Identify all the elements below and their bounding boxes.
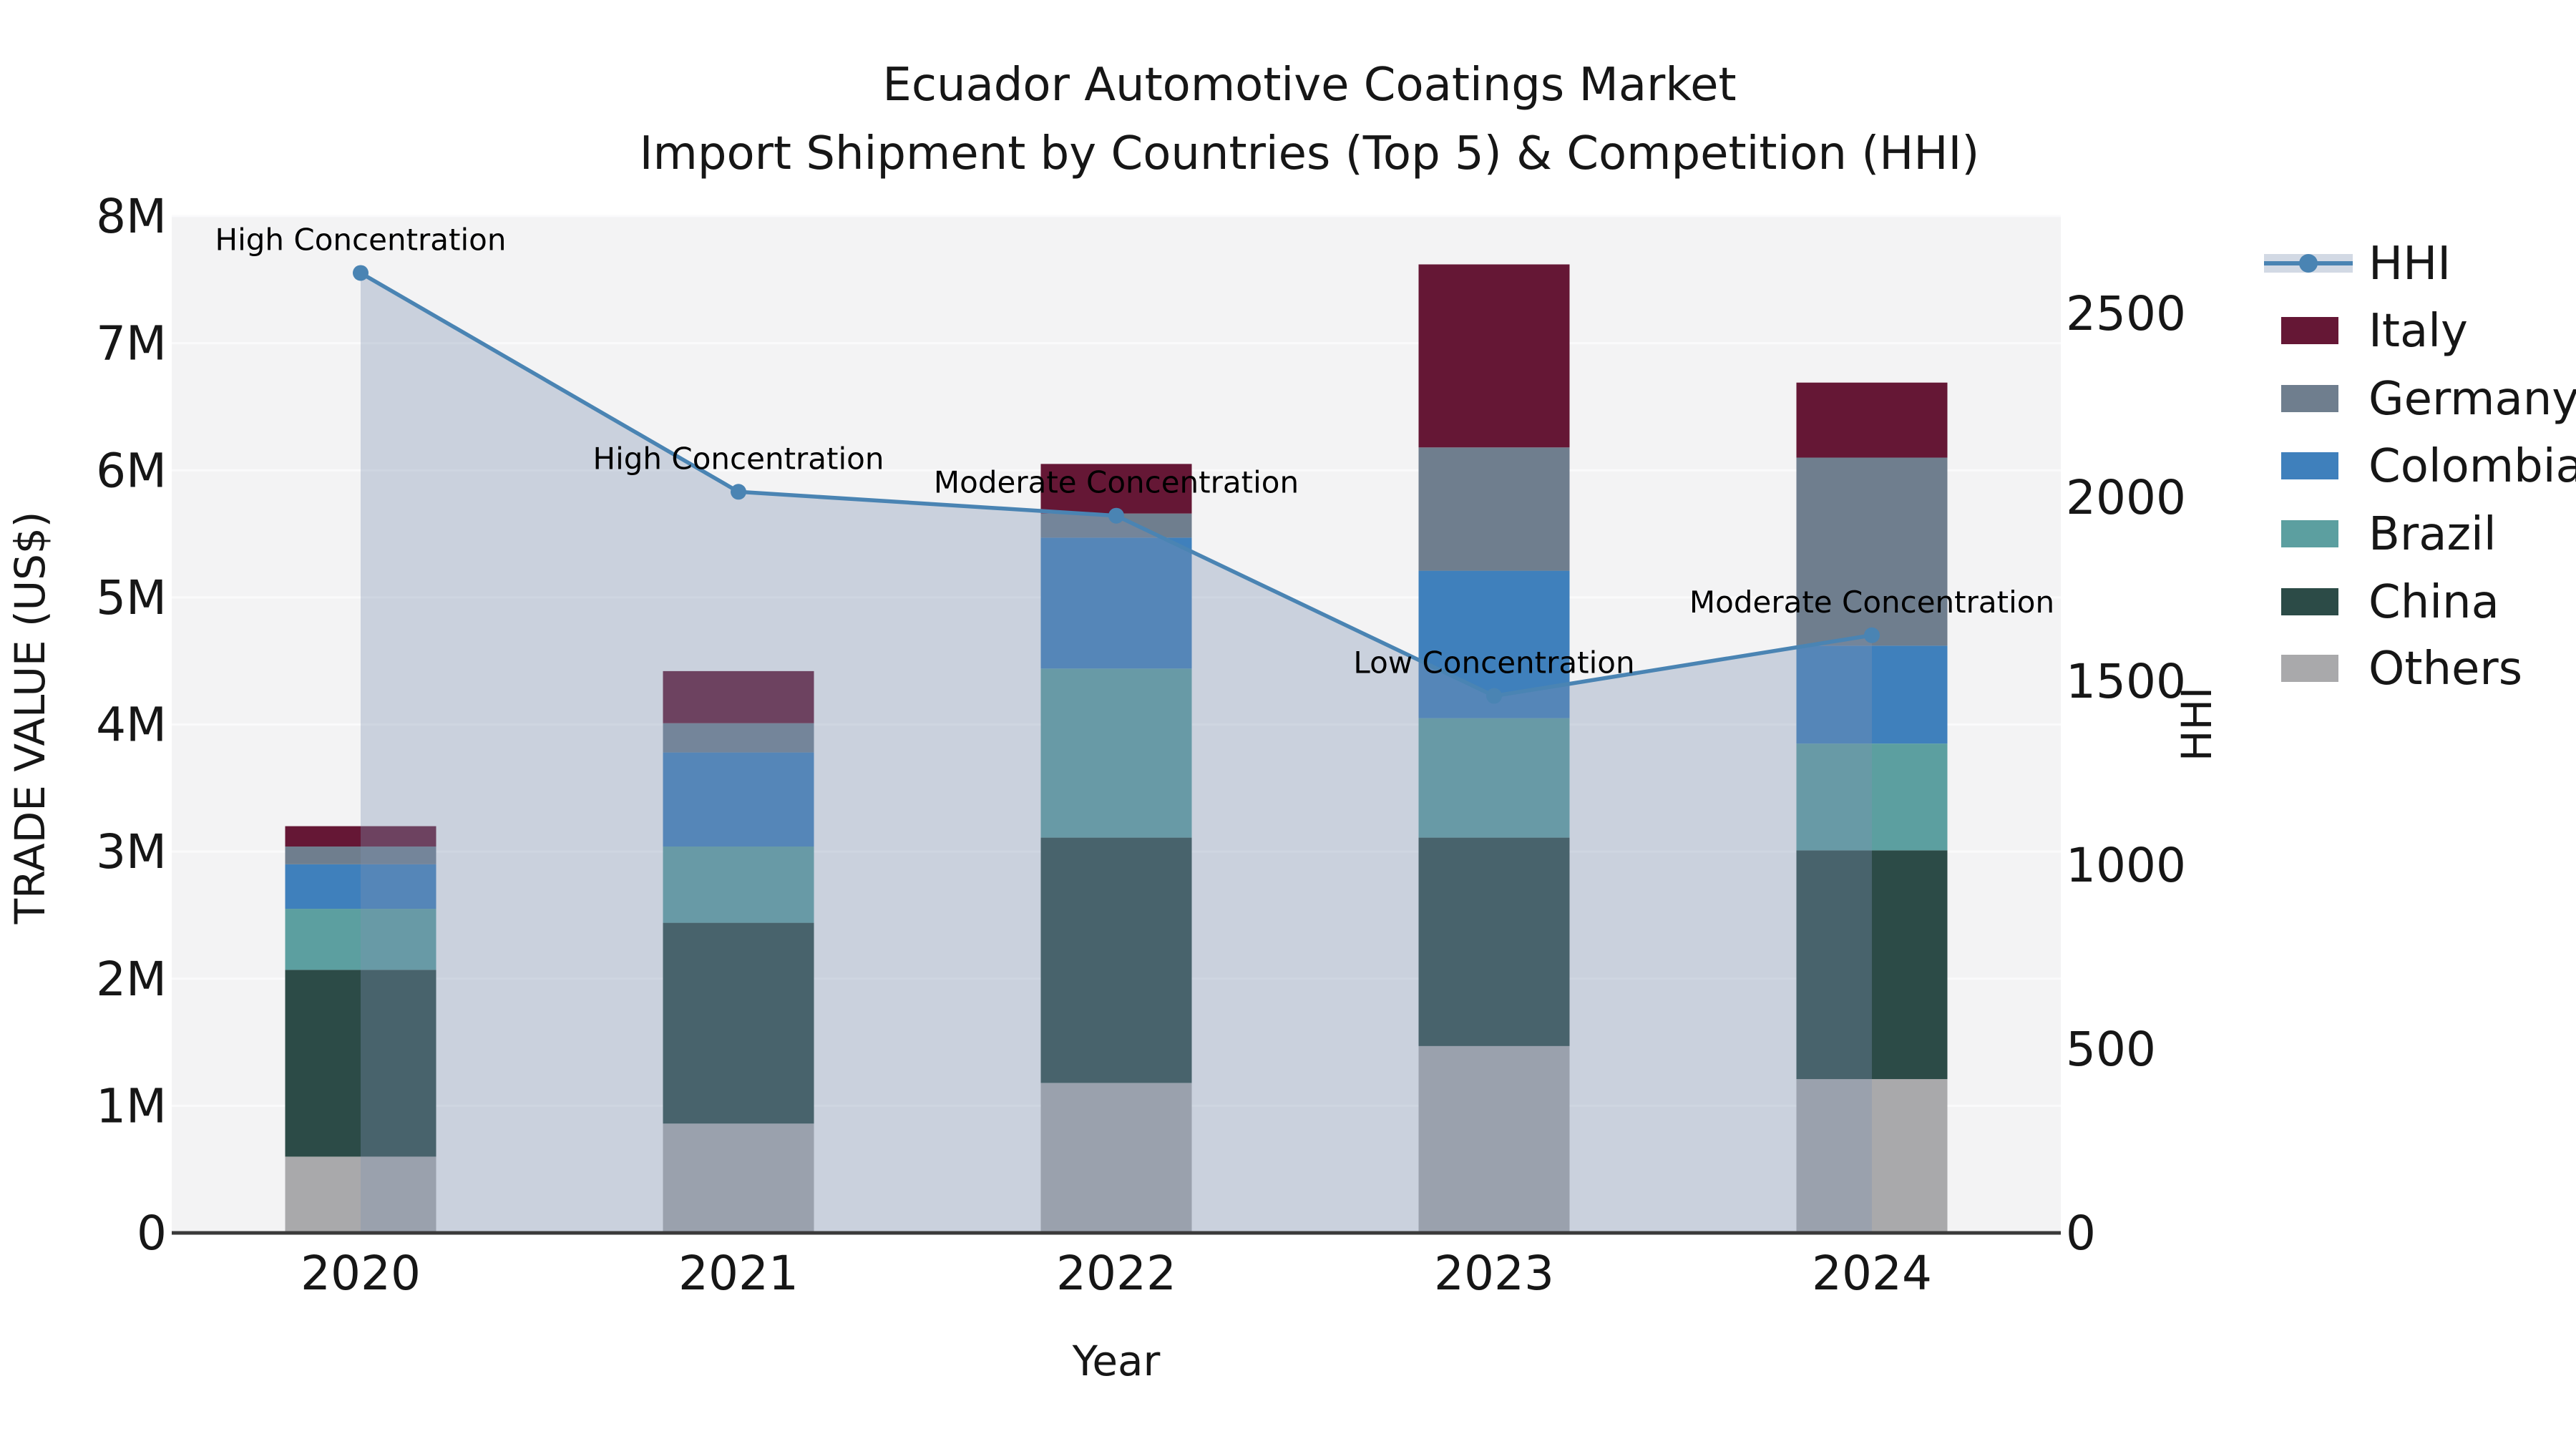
legend-label-others: Others: [2368, 643, 2522, 696]
chart-title-line1: Ecuador Automotive Coatings Market: [882, 59, 1736, 112]
legend-label-china: China: [2368, 576, 2499, 629]
legend-hhi-marker: [2299, 254, 2318, 273]
bar-segment-china-2022: [1040, 837, 1192, 1083]
y-tick-left-8M: 8M: [96, 189, 167, 244]
bar-segment-colombia-2020: [285, 864, 436, 909]
bar-segment-germany-2024: [1796, 457, 1948, 646]
hhi-marker-2020: [353, 265, 369, 281]
bar-segment-italy-2024: [1796, 382, 1948, 458]
y-tick-left-5M: 5M: [96, 570, 167, 625]
y-tick-right-2500: 2500: [2066, 286, 2186, 341]
chart-marks: High Concentration High Concentration Mode…: [96, 189, 2576, 1301]
y-tick-left-4M: 4M: [96, 698, 167, 753]
y-tick-left-6M: 6M: [96, 443, 167, 498]
hhi-marker-2023: [1486, 688, 1502, 704]
y-tick-right-500: 500: [2066, 1022, 2156, 1077]
y-tick-right-2000: 2000: [2066, 470, 2186, 525]
legend-swatch-colombia: [2281, 452, 2338, 479]
bar-segment-brazil-2022: [1040, 668, 1192, 838]
y-axis-title-right: HHI: [2172, 687, 2221, 761]
bar-segment-germany-2021: [663, 723, 814, 753]
bar-segment-others-2020: [285, 1156, 436, 1233]
legend-swatch-china: [2281, 588, 2338, 615]
bar-segment-china-2020: [285, 970, 436, 1157]
bar-segment-others-2024: [1796, 1079, 1948, 1233]
legend-label-brazil: Brazil: [2368, 508, 2497, 561]
x-tick-2020: 2020: [301, 1246, 421, 1301]
bar-segment-china-2024: [1796, 850, 1948, 1080]
annotation-2021: High Concentration: [593, 441, 884, 476]
bar-segment-colombia-2022: [1040, 537, 1192, 669]
bar-segment-italy-2023: [1418, 264, 1570, 448]
bar-segment-brazil-2021: [663, 847, 814, 923]
bar-segment-others-2023: [1418, 1045, 1570, 1233]
y-tick-left-7M: 7M: [96, 316, 167, 371]
hhi-marker-2024: [1864, 627, 1880, 643]
legend-swatch-brazil: [2281, 520, 2338, 547]
hhi-marker-2021: [731, 484, 746, 500]
bar-segment-others-2021: [663, 1123, 814, 1233]
bar-segment-colombia-2021: [663, 752, 814, 847]
x-tick-2022: 2022: [1056, 1246, 1176, 1301]
bar-segment-brazil-2023: [1418, 718, 1570, 838]
bar-segment-italy-2020: [285, 826, 436, 847]
bar-segment-italy-2022: [1040, 464, 1192, 514]
y-tick-right-1500: 1500: [2066, 654, 2186, 709]
x-tick-2021: 2021: [678, 1246, 799, 1301]
legend-swatch-italy: [2281, 317, 2338, 344]
bar-segment-brazil-2024: [1796, 743, 1948, 851]
y-tick-left-3M: 3M: [96, 824, 167, 879]
annotation-2024: Moderate Concentration: [1689, 585, 2054, 620]
hhi-area-fill: [361, 273, 1872, 1234]
x-tick-2024: 2024: [1812, 1246, 1932, 1301]
y-tick-left-0: 0: [137, 1206, 167, 1261]
legend-label-colombia: Colombia: [2368, 440, 2576, 493]
x-axis-title: Year: [1072, 1337, 1161, 1385]
legend-label-hhi: HHI: [2368, 238, 2451, 291]
bar-segment-colombia-2024: [1796, 645, 1948, 744]
legend-swatch-others: [2281, 655, 2338, 682]
hhi-marker-2022: [1108, 507, 1124, 524]
legend-swatch-germany: [2281, 385, 2338, 412]
bar-segment-china-2023: [1418, 837, 1570, 1046]
annotation-2023: Low Concentration: [1353, 645, 1634, 680]
annotation-2022: Moderate Concentration: [934, 465, 1299, 500]
legend-label-italy: Italy: [2368, 305, 2468, 358]
y-tick-left-1M: 1M: [96, 1078, 167, 1133]
bar-segment-brazil-2020: [285, 909, 436, 970]
y-tick-left-2M: 2M: [96, 952, 167, 1007]
bar-segment-germany-2023: [1418, 447, 1570, 571]
y-tick-right-1000: 1000: [2066, 838, 2186, 893]
bar-segment-others-2022: [1040, 1083, 1192, 1233]
bar-segment-germany-2020: [285, 847, 436, 864]
x-tick-2023: 2023: [1434, 1246, 1554, 1301]
annotation-2020: High Concentration: [215, 222, 507, 257]
bar-segment-italy-2021: [663, 670, 814, 723]
legend-label-germany: Germany: [2368, 373, 2576, 426]
bar-segment-china-2021: [663, 922, 814, 1124]
y-tick-right-0: 0: [2066, 1206, 2096, 1261]
chart-title-line2: Import Shipment by Countries (Top 5) & C…: [640, 127, 1980, 180]
y-axis-title-left: TRADE VALUE (US$): [6, 512, 54, 925]
